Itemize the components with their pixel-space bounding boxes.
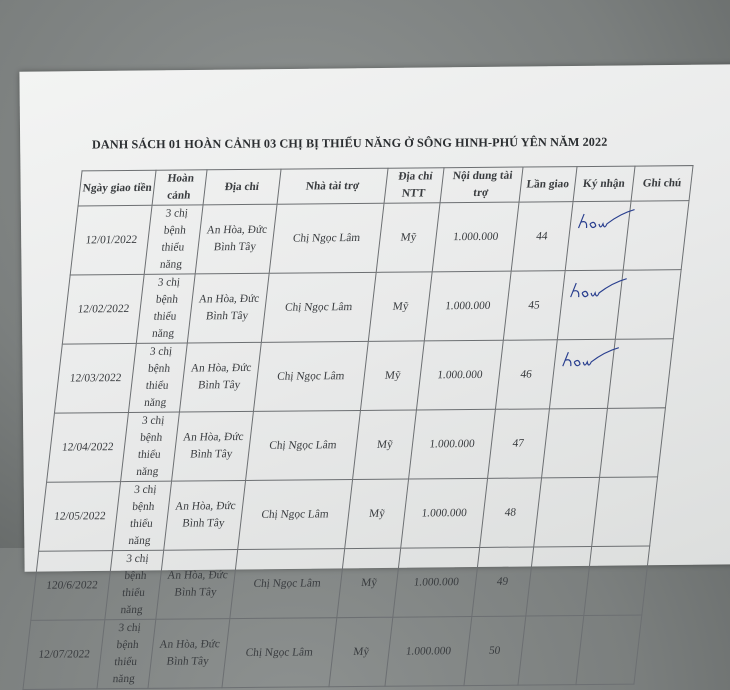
cell-sponsor-address: Mỹ [376,202,441,273]
cell-address: An Hòa, Đức Bình Tây [171,411,253,482]
cell-date: 12/04/2022 [46,412,129,483]
table-row: 12/01/2022 3 chị bệnh thiểu năng An Hòa, Đ… [70,200,690,276]
cell-sponsor: Chị Ngọc Lâm [252,341,369,412]
cell-address: An Hòa, Đức Bình Tây [179,342,261,413]
cell-signature [525,546,592,617]
column-header: Lần giao [518,166,577,203]
cell-signature [564,201,635,271]
donation-table: Ngày giao tiền Hoàn cảnh Địa chỉ Nhà tài tr… [22,165,694,690]
table-row: 12/03/2022 3 chị bệnh thiểu năng An Hòa, Đ… [54,338,674,414]
cell-content: 1.000.000 [401,478,488,549]
cell-sponsor: Chị Ngọc Lâm [260,272,377,343]
cell-address: An Hòa, Đức Bình Tây [195,204,277,274]
document-title: DANH SÁCH 01 HOÀN CẢNH 03 CHỊ BỊ THIỂU N… [91,134,608,152]
cell-signature [557,270,627,340]
cell-situation: 3 chị bệnh thiểu năng [113,481,172,551]
cell-sponsor: Chị Ngọc Lâm [237,479,353,550]
table-row: 12/07/2022 3 chị bệnh thiểu năng An Hòa, Đ… [22,615,642,690]
cell-round: 45 [502,270,565,341]
cell-round: 47 [487,408,550,479]
table-row: 12/04/2022 3 chị bệnh thiểu năng An Hòa, Đ… [46,407,666,483]
table-row: 12/02/2022 3 chị bệnh thiểu năng An Hòa, Đ… [62,269,682,345]
cell-situation: 3 chị bệnh thiểu năng [105,550,164,620]
handwritten-signature [562,347,619,367]
table-row: 120/6/2022 3 chị bệnh thiểu năng An Hòa, Đ… [30,545,650,621]
cell-signature [549,339,619,409]
table-header-row: Ngày giao tiền Hoàn cảnh Địa chỉ Nhà tài tr… [78,165,694,206]
cell-date: 12/05/2022 [38,481,122,552]
cell-signature [517,615,584,686]
cell-date: 12/03/2022 [54,343,137,414]
cell-situation: 3 chị bệnh thiểu năng [144,204,203,275]
column-header: Địa chỉ NTT [384,167,445,204]
cell-note [599,407,666,478]
cell-address: An Hòa, Đức Bình Tây [163,480,246,551]
cell-content: 1.000.000 [424,271,511,341]
cell-round: 48 [479,477,542,548]
cell-signature [533,477,600,547]
column-header: Nhà tài trợ [276,168,389,205]
cell-content: 1.000.000 [432,202,519,272]
cell-sponsor-address: Mỹ [329,617,394,687]
cell-round: 49 [471,546,534,617]
cell-sponsor: Chị Ngọc Lâm [245,410,361,481]
cell-address: An Hòa, Đức Bình Tây [155,549,238,620]
cell-sponsor: Chị Ngọc Lâm [268,203,385,274]
cell-date: 12/02/2022 [62,274,145,345]
cell-round: 46 [495,339,558,410]
cell-sponsor-address: Mỹ [360,340,425,411]
cell-situation: 3 chị bệnh thiểu năng [97,619,156,689]
cell-sponsor: Chị Ngọc Lâm [229,548,345,619]
cell-address: An Hòa, Đức Bình Tây [187,273,269,343]
handwritten-signature [569,278,627,298]
column-header: Địa chỉ [202,169,281,205]
cell-address: An Hòa, Đức Bình Tây [147,618,230,689]
cell-content: 1.000.000 [409,409,496,480]
cell-content: 1.000.000 [385,616,472,687]
column-header: Hoàn cảnh [152,169,207,206]
handwritten-signature [577,209,635,229]
cell-sponsor-address: Mỹ [344,479,410,549]
cell-round: 50 [463,616,526,686]
column-header: Ngày giao tiền [78,170,157,206]
column-header: Ký nhận [572,166,635,202]
cell-round: 44 [510,201,573,272]
cell-situation: 3 chị bệnh thiểu năng [136,273,196,344]
cell-sponsor: Chị Ngọc Lâm [221,617,338,688]
cell-sponsor-address: Mỹ [337,548,402,618]
cell-situation: 3 chị bệnh thiểu năng [121,412,180,482]
cell-date: 12/01/2022 [70,205,153,276]
column-header: Ghi chú [630,165,694,202]
cell-signature [541,408,608,478]
cell-sponsor-address: Mỹ [368,271,433,342]
column-header: Nội dung tài trợ [440,167,523,203]
cell-date: 120/6/2022 [30,550,114,621]
cell-note [591,476,658,547]
cell-date: 12/07/2022 [22,619,106,690]
cell-note [575,615,642,685]
table-row: 12/05/2022 3 chị bệnh thiểu năng An Hòa, Đ… [38,476,658,552]
cell-content: 1.000.000 [393,547,480,618]
cell-content: 1.000.000 [416,340,503,410]
cell-situation: 3 chị bệnh thiểu năng [128,342,188,413]
cell-sponsor-address: Mỹ [352,409,417,480]
cell-note [583,545,650,616]
